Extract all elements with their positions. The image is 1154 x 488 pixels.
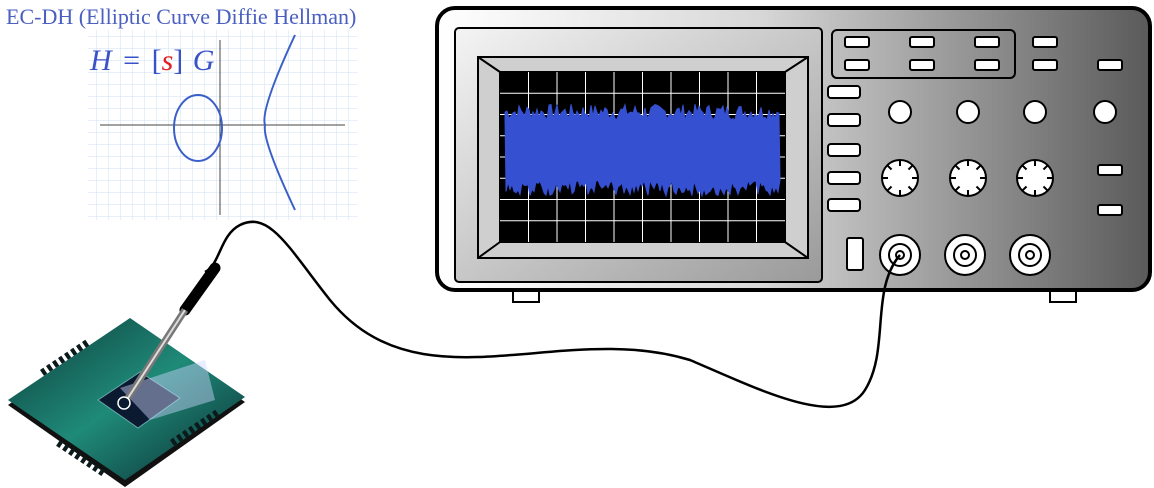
page: {"title": "EC-DH (Elliptic Curve Diffie …: [0, 0, 1154, 488]
connector-pin: [1026, 251, 1034, 259]
side-button: [828, 114, 860, 126]
side-button: [828, 199, 860, 211]
oscilloscope: [437, 8, 1150, 302]
probe-handle: [185, 268, 215, 310]
panel-button: [975, 37, 999, 47]
slot: [847, 238, 863, 270]
panel-button: [910, 60, 934, 70]
formula-point: G: [193, 44, 215, 77]
panel-button: [910, 37, 934, 47]
side-button: [828, 144, 860, 156]
formula: H = [s] G: [89, 44, 215, 77]
formula-equals: =: [123, 44, 140, 77]
side-button: [828, 172, 860, 184]
knob: [1024, 101, 1046, 123]
panel-button: [845, 60, 869, 70]
knob: [957, 101, 979, 123]
small-button: [1033, 60, 1057, 70]
diagram: EC-DH (Elliptic Curve Diffie Hellman) H …: [0, 0, 1154, 488]
chip: [8, 318, 245, 487]
waveform: [505, 104, 780, 196]
panel-button: [975, 60, 999, 70]
knob: [889, 101, 911, 123]
formula-lhs: H: [89, 44, 114, 77]
small-button: [1098, 205, 1122, 215]
formula-close: ]: [173, 44, 183, 77]
small-button: [1098, 165, 1122, 175]
connector-pin: [961, 251, 969, 259]
formula-open: [: [152, 44, 162, 77]
formula-scalar: s: [162, 44, 174, 77]
panel-button: [845, 37, 869, 47]
title: EC-DH (Elliptic Curve Diffie Hellman): [6, 4, 356, 29]
small-button: [1098, 60, 1122, 70]
small-button: [1033, 37, 1057, 47]
knob: [1094, 101, 1116, 123]
side-button: [828, 86, 860, 98]
